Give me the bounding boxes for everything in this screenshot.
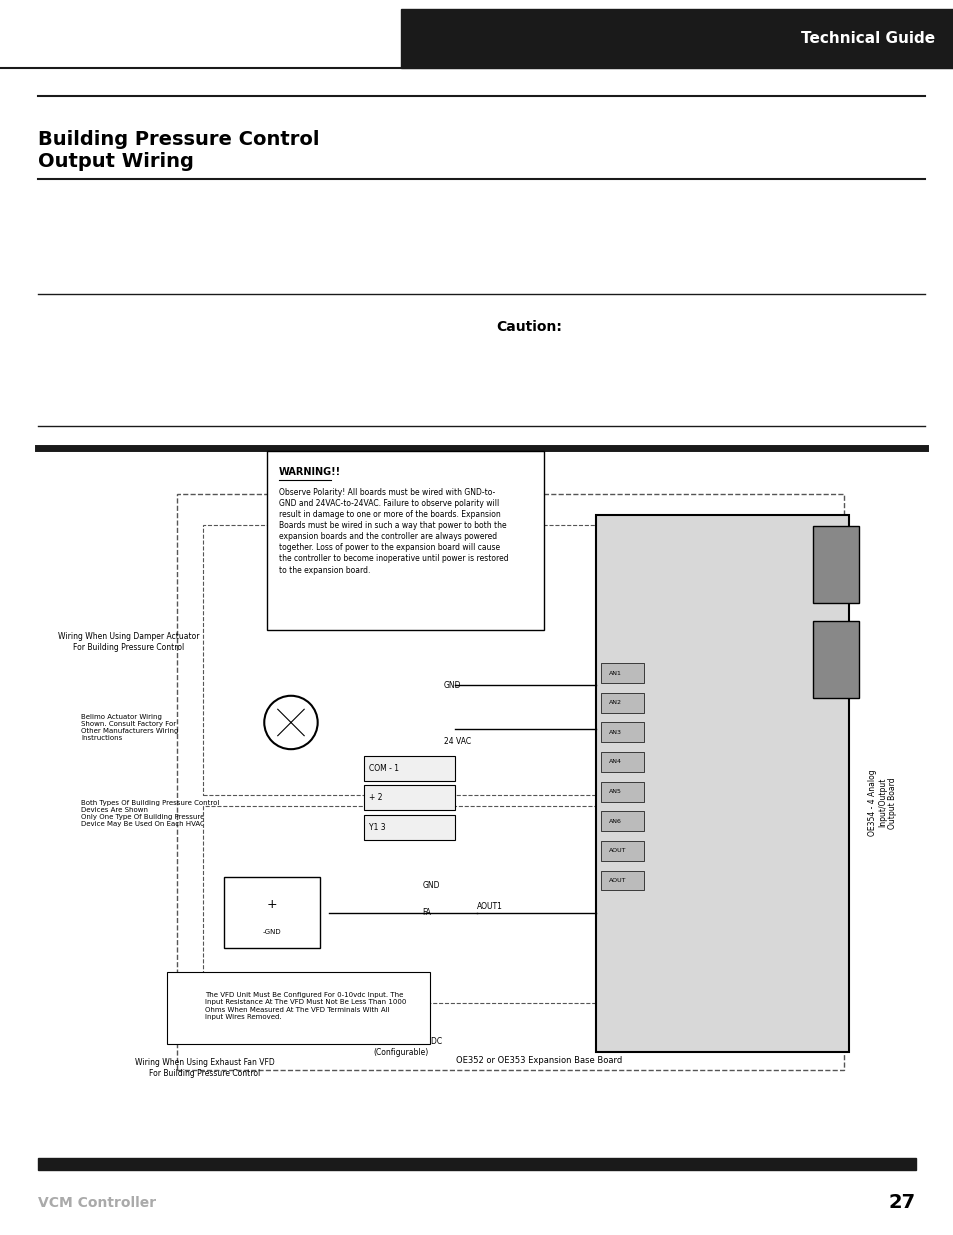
Text: 24 VAC: 24 VAC bbox=[443, 736, 470, 746]
Text: OE352 or OE353 Expansion Base Board: OE352 or OE353 Expansion Base Board bbox=[456, 1056, 621, 1065]
Bar bbox=[596, 515, 848, 1052]
Text: Connect To Next Expansion Base Board
(When Used): Connect To Next Expansion Base Board (Wh… bbox=[648, 598, 798, 618]
Text: AN1: AN1 bbox=[608, 671, 620, 676]
Text: Y1 3: Y1 3 bbox=[369, 823, 385, 832]
Text: AN3: AN3 bbox=[608, 730, 621, 735]
Text: Observe Polarity! All boards must be wired with GND-to-
GND and 24VAC-to-24VAC. : Observe Polarity! All boards must be wir… bbox=[278, 488, 508, 574]
Text: Building Pressure Control
Damper Actuator
(By Others - Belimo  Actuator Shown): Building Pressure Control Damper Actuato… bbox=[257, 672, 400, 701]
Bar bbox=[400, 9, 953, 68]
Text: The VFD Unit Must Be Configured For 0-10vdc Input. The
Input Resistance At The V: The VFD Unit Must Be Configured For 0-10… bbox=[205, 992, 406, 1020]
Text: -GND: -GND bbox=[262, 930, 281, 935]
Text: AOUT1: AOUT1 bbox=[476, 902, 502, 911]
Text: Technical Guide: Technical Guide bbox=[800, 31, 934, 46]
Bar bbox=[0, 1155, 953, 1235]
Bar bbox=[600, 752, 643, 772]
Text: Building Pressure Control
Exhaust Fan Variable Frequency Drive
(By Others): Building Pressure Control Exhaust Fan Va… bbox=[218, 867, 363, 897]
Text: GND: GND bbox=[394, 572, 403, 589]
Bar bbox=[600, 722, 643, 742]
FancyBboxPatch shape bbox=[267, 451, 543, 630]
Text: AN2: AN2 bbox=[608, 700, 621, 705]
Text: +: + bbox=[266, 898, 277, 910]
Bar bbox=[600, 871, 643, 890]
Text: VCM Controller: VCM Controller bbox=[38, 1195, 156, 1210]
FancyBboxPatch shape bbox=[203, 806, 617, 1003]
Text: COM - 1: COM - 1 bbox=[369, 763, 398, 773]
Text: + 2: + 2 bbox=[369, 793, 382, 803]
Bar bbox=[364, 756, 455, 781]
Bar bbox=[364, 815, 455, 840]
FancyBboxPatch shape bbox=[167, 972, 430, 1044]
Text: 0-10VDC or 2-10 VDC
(Configurable): 0-10VDC or 2-10 VDC (Configurable) bbox=[359, 1037, 441, 1057]
Text: FA: FA bbox=[422, 908, 431, 918]
Bar bbox=[600, 811, 643, 831]
Text: 24 VAC: 24 VAC bbox=[375, 567, 384, 594]
Bar bbox=[600, 663, 643, 683]
Text: Both Types Of Building Pressure Control
Devices Are Shown
Only One Type Of Build: Both Types Of Building Pressure Control … bbox=[81, 800, 232, 827]
FancyBboxPatch shape bbox=[203, 525, 617, 795]
Bar bbox=[600, 693, 643, 713]
Text: 10 VA Minimum Power Required For
Each 2 Slot Expansion Base Board.
20 VA Minimum: 10 VA Minimum Power Required For Each 2 … bbox=[538, 537, 675, 578]
FancyBboxPatch shape bbox=[177, 494, 843, 1070]
Bar bbox=[364, 785, 455, 810]
Bar bbox=[812, 621, 858, 698]
Text: Belimo Actuator Wiring
Shown. Consult Factory For
Other Manufacturers Wiring
Ins: Belimo Actuator Wiring Shown. Consult Fa… bbox=[81, 714, 178, 741]
Text: WARNING!!: WARNING!! bbox=[278, 467, 340, 477]
Text: Connect To VCM Controller: Connect To VCM Controller bbox=[696, 569, 798, 579]
Text: AN6: AN6 bbox=[608, 819, 620, 824]
Bar bbox=[812, 526, 858, 603]
Text: Wiring When Using Damper Actuator
For Building Pressure Control: Wiring When Using Damper Actuator For Bu… bbox=[58, 632, 199, 652]
Bar bbox=[600, 841, 643, 861]
Ellipse shape bbox=[264, 695, 317, 750]
Text: AOUT: AOUT bbox=[608, 878, 625, 883]
Bar bbox=[38, 1158, 915, 1170]
Text: AN5: AN5 bbox=[608, 789, 620, 794]
Text: AOUT: AOUT bbox=[608, 848, 625, 853]
Text: 27: 27 bbox=[888, 1193, 915, 1213]
Text: OE354 - 4 Analog
Input/Output
Output Board: OE354 - 4 Analog Input/Output Output Boa… bbox=[866, 769, 897, 836]
Text: GND: GND bbox=[422, 881, 439, 890]
Text: Caution:: Caution: bbox=[496, 320, 561, 335]
Text: GND: GND bbox=[443, 680, 460, 690]
Bar bbox=[224, 877, 319, 948]
Text: Building Pressure Control
Output Wiring: Building Pressure Control Output Wiring bbox=[38, 130, 319, 170]
Bar bbox=[600, 782, 643, 802]
Text: AN4: AN4 bbox=[608, 760, 621, 764]
Text: Wiring When Using Exhaust Fan VFD
For Building Pressure Control: Wiring When Using Exhaust Fan VFD For Bu… bbox=[135, 1058, 274, 1078]
